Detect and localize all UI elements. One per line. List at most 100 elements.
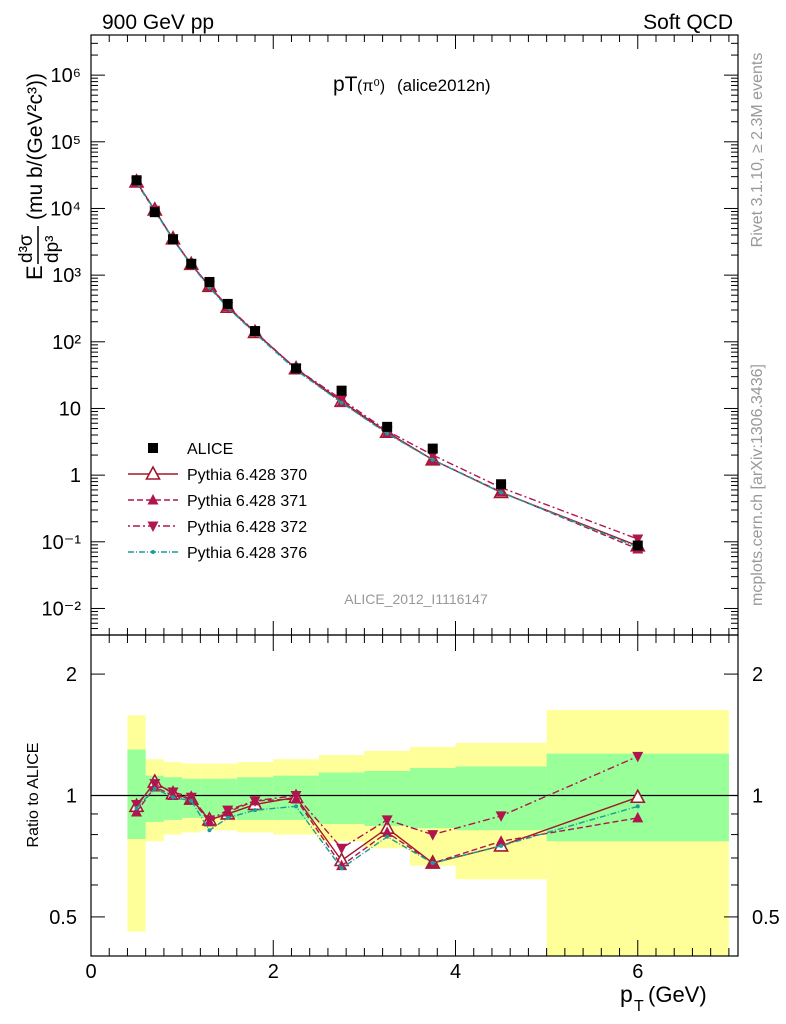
ratio-point-p371 bbox=[131, 806, 143, 817]
ratio-ticks bbox=[90, 635, 738, 957]
band-inner bbox=[127, 749, 146, 840]
main-ytick-label: 10⁻¹ bbox=[42, 532, 82, 554]
ratio-point-p376 bbox=[207, 828, 212, 833]
ratio-point-p372 bbox=[381, 815, 393, 826]
ratio-point-p371 bbox=[336, 859, 348, 871]
legend-label: Pythia 6.428 371 bbox=[187, 493, 307, 510]
ratio-ytick-label-right: 1 bbox=[752, 786, 763, 808]
xtick-label: 4 bbox=[450, 961, 461, 983]
chart-title-main: pT bbox=[333, 73, 358, 96]
band-inner bbox=[318, 772, 365, 824]
chart-title-particle: (π⁰) bbox=[357, 78, 385, 95]
ratio-point-p376 bbox=[189, 798, 194, 803]
xlabel-unit: (GeV) bbox=[648, 982, 707, 1007]
legend-marker bbox=[148, 443, 158, 453]
header-energy-label: 900 GeV pp bbox=[102, 11, 214, 34]
main-point-p372 bbox=[632, 534, 644, 546]
ratio-ytick-label-left: 1 bbox=[66, 786, 77, 808]
main-ylabel: E d³σ dp³ (mu b/(GeV²c³)) bbox=[16, 73, 63, 280]
legend-marker bbox=[145, 465, 161, 480]
main-line-p372 bbox=[135, 181, 639, 540]
main-line-p370 bbox=[135, 181, 639, 547]
ratio-point-p372 bbox=[427, 830, 439, 841]
ratio-point-p370 bbox=[629, 788, 646, 804]
legend-marker bbox=[147, 521, 159, 532]
main-point-alice bbox=[427, 443, 438, 454]
header-category-label: Soft QCD bbox=[643, 11, 733, 34]
main-point-alice bbox=[250, 326, 261, 337]
ratio-point-p372 bbox=[222, 805, 234, 817]
main-ytick-label: 10⁴ bbox=[50, 198, 81, 220]
main-point-alice bbox=[168, 234, 179, 245]
ratio-point-p376 bbox=[499, 843, 504, 848]
ratio-point-p372 bbox=[167, 787, 179, 799]
main-point-alice bbox=[149, 207, 160, 218]
main-point-p372 bbox=[336, 394, 348, 406]
ylabel-denominator: dp³ bbox=[42, 236, 63, 263]
ratio-point-p372 bbox=[336, 843, 348, 855]
main-ytick-labels: 10⁻² 10⁻¹ 1 10 10² 10³ 10⁴ 10⁵ 10⁶ bbox=[42, 65, 82, 620]
ratio-point-p376 bbox=[253, 808, 258, 813]
legend-label: ALICE bbox=[187, 441, 233, 458]
ratio-point-p372 bbox=[149, 779, 161, 790]
ratio-point-p372 bbox=[632, 751, 644, 763]
main-ytick-label: 10³ bbox=[52, 265, 81, 287]
main-point-alice bbox=[291, 363, 302, 374]
main-point-p376 bbox=[430, 457, 435, 462]
main-ytick-label: 10 bbox=[59, 398, 81, 420]
ratio-series-layer bbox=[128, 751, 646, 871]
main-series-layer bbox=[128, 173, 646, 554]
ratio-point-p372 bbox=[249, 796, 261, 807]
ratio-point-p376 bbox=[635, 804, 640, 809]
ratio-point-p372 bbox=[495, 811, 507, 822]
ratio-point-p371 bbox=[495, 835, 507, 846]
main-ytick-label: 10⁵ bbox=[50, 132, 81, 154]
analysis-id-label: ALICE_2012_I1116147 bbox=[344, 591, 488, 607]
mcplots-label: mcplots.cern.ch [arXiv:1306.3436] bbox=[749, 364, 766, 606]
xtick-label: 2 bbox=[268, 961, 279, 983]
main-ytick-label: 10⁶ bbox=[51, 65, 81, 87]
legend-marker bbox=[151, 550, 155, 554]
band-inner bbox=[200, 778, 219, 818]
main-ytick-label: 10⁻² bbox=[42, 598, 82, 620]
main-point-alice bbox=[222, 298, 233, 309]
main-point-p376 bbox=[339, 400, 344, 405]
ratio-point-p376 bbox=[152, 786, 157, 791]
ratio-point-p372 bbox=[203, 815, 215, 826]
ratio-point-p372 bbox=[185, 792, 197, 804]
ratio-point-p376 bbox=[339, 866, 344, 871]
ylabel-e: E bbox=[22, 265, 47, 280]
ratio-ylabel: Ratio to ALICE bbox=[25, 743, 42, 848]
ratio-point-p372 bbox=[131, 799, 143, 811]
ratio-point-p371 bbox=[632, 811, 644, 823]
main-point-alice bbox=[632, 540, 643, 551]
xlabel-subscript: T bbox=[634, 998, 644, 1015]
legend-marker bbox=[147, 494, 159, 505]
legend-label: Pythia 6.428 370 bbox=[187, 467, 307, 484]
ratio-point-p376 bbox=[134, 806, 139, 811]
main-ticks bbox=[90, 34, 738, 636]
legend: ALICE Pythia 6.428 370 Pythia 6.428 371 Pyt… bbox=[128, 441, 307, 562]
xlabel-p: p bbox=[620, 981, 633, 1007]
ratio-point-p372 bbox=[290, 791, 302, 802]
chart-title-tag: (alice2012n) bbox=[397, 76, 491, 95]
ratio-ytick-label-left: 2 bbox=[66, 664, 77, 686]
main-ytick-label: 10² bbox=[52, 332, 81, 354]
main-panel: 10⁻² 10⁻¹ 1 10 10² 10³ 10⁴ 10⁵ 10⁶ pT (π⁰) (alic… bbox=[16, 34, 739, 636]
main-point-alice bbox=[382, 421, 393, 432]
ratio-point-p376 bbox=[385, 834, 390, 839]
main-point-alice bbox=[336, 385, 347, 396]
ratio-ytick-label-right: 2 bbox=[752, 664, 763, 686]
xtick-label: 0 bbox=[85, 961, 96, 983]
ratio-point-p376 bbox=[294, 804, 299, 809]
rivet-version-label: Rivet 3.1.10, ≥ 2.3M events bbox=[749, 53, 766, 248]
ratio-point-p376 bbox=[171, 795, 176, 800]
legend-label: Pythia 6.428 376 bbox=[187, 545, 307, 562]
xtick-label: 6 bbox=[632, 961, 643, 983]
ratio-ytick-label-left: 0.5 bbox=[49, 907, 77, 929]
ratio-point-p371 bbox=[381, 826, 393, 837]
ratio-ytick-label-right: 0.5 bbox=[752, 907, 780, 929]
main-point-alice bbox=[131, 175, 142, 186]
ylabel-numerator: d³σ bbox=[16, 234, 37, 263]
